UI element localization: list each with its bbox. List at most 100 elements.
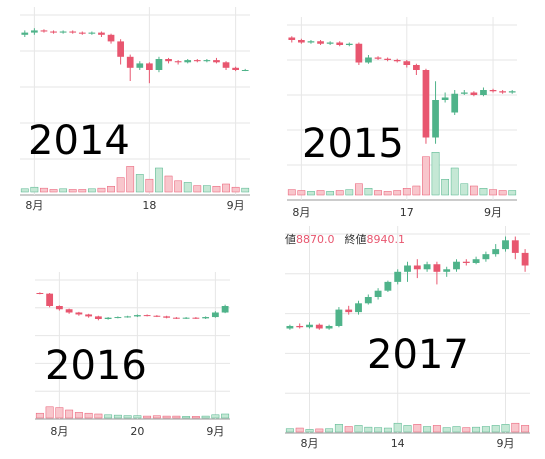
x-tick-label: 9月	[206, 425, 224, 438]
volume-bar	[501, 424, 510, 433]
candle-body	[136, 63, 144, 68]
volume-bar	[489, 189, 497, 196]
volume-bar	[212, 185, 221, 193]
volume-bar	[45, 406, 54, 419]
volume-bar	[20, 188, 29, 193]
candle-body	[413, 265, 421, 270]
candle-body	[355, 43, 363, 63]
candle-body	[403, 61, 411, 65]
panel: 8月 17 9月 2015	[287, 17, 517, 219]
volume-bar	[211, 414, 220, 419]
volume-bar	[97, 187, 106, 193]
volume-bar	[74, 412, 83, 419]
volume-bar	[297, 190, 306, 196]
candle-body	[315, 324, 323, 329]
year-label: 2016	[45, 343, 147, 389]
candle-body	[423, 264, 431, 270]
volume-bar	[335, 190, 344, 196]
candle-body	[460, 92, 468, 94]
volume-bar	[383, 427, 392, 433]
candle-body	[241, 70, 249, 71]
volume-bar	[469, 185, 478, 196]
candle-body	[36, 293, 44, 294]
volume-bar	[316, 190, 325, 196]
candle-body	[104, 317, 112, 319]
candle-body	[114, 317, 122, 319]
panel: 8月 20 9月 2016	[35, 272, 230, 438]
candle-body	[50, 31, 57, 33]
volume-bar	[441, 179, 450, 196]
panel: 8月 14 9月 2017 値8870.0 終値8940.1	[285, 226, 530, 450]
candle-body	[69, 31, 77, 33]
candle-body	[325, 325, 333, 329]
volume-bar	[402, 188, 411, 196]
volume-bar	[521, 425, 530, 433]
volume-bar	[472, 426, 481, 433]
x-tick-label: 8月	[292, 206, 310, 219]
volume-bar	[479, 188, 488, 196]
x-tick-label: 14	[391, 437, 405, 450]
candle-body	[489, 90, 497, 92]
candle-body	[296, 325, 304, 328]
volume-bar	[231, 186, 240, 193]
x-tick-label: 8月	[25, 199, 43, 212]
candle-body	[174, 61, 182, 63]
candle-body	[443, 269, 451, 272]
x-tick-label: 18	[142, 199, 156, 212]
volume-bar	[393, 190, 402, 196]
volume-bar	[403, 425, 412, 433]
volume-bar	[295, 427, 304, 433]
info-value: 8940.1	[367, 233, 406, 246]
candle-body	[232, 67, 239, 70]
candle-body	[422, 70, 430, 138]
candle-body	[143, 315, 151, 317]
volume-bar	[498, 190, 507, 196]
volume-bar	[202, 185, 211, 193]
volume-bar	[305, 429, 314, 433]
volume-bar	[104, 414, 113, 419]
volume-bar	[422, 156, 430, 196]
candle-body	[202, 317, 210, 319]
candle-body	[432, 100, 439, 138]
candle-body	[453, 261, 460, 270]
year-label: 2015	[302, 121, 404, 167]
volume-bar	[94, 413, 103, 419]
volume-bar	[354, 425, 363, 433]
x-tick-label: 20	[130, 425, 144, 438]
candle-body	[286, 325, 294, 329]
candle-body	[184, 60, 192, 63]
volume-bar	[133, 415, 142, 419]
volume-bar	[307, 191, 315, 196]
volume-bar	[383, 191, 392, 196]
candle-body	[298, 40, 305, 43]
volume-bar	[191, 416, 200, 419]
candle-body	[336, 42, 344, 45]
volume-bar	[155, 167, 163, 193]
candle-body	[146, 63, 153, 70]
volume-bar	[491, 425, 500, 433]
volume-bar	[511, 422, 520, 433]
volume-bar	[107, 185, 115, 193]
panel: 8月 18 9月 2014	[20, 7, 250, 212]
candle-body	[451, 93, 459, 113]
volume-bar	[452, 426, 461, 433]
candle-body	[306, 324, 313, 328]
volume-bar	[431, 152, 440, 196]
volume-bar	[59, 188, 68, 193]
volume-bar	[325, 428, 334, 433]
candle-body	[492, 249, 500, 255]
candle-body	[384, 58, 391, 60]
volume-bar	[78, 189, 87, 193]
volume-bar	[222, 183, 230, 193]
candle-body	[413, 65, 420, 70]
volume-bar	[287, 189, 296, 196]
candle-body	[502, 240, 509, 250]
x-tick-label: 9月	[497, 437, 515, 450]
candle-body	[317, 41, 324, 44]
candle-body	[133, 315, 141, 317]
candle-body	[326, 42, 334, 44]
volume-bar	[442, 427, 451, 433]
volume-bar	[145, 178, 154, 193]
info-label: 値	[285, 233, 296, 246]
